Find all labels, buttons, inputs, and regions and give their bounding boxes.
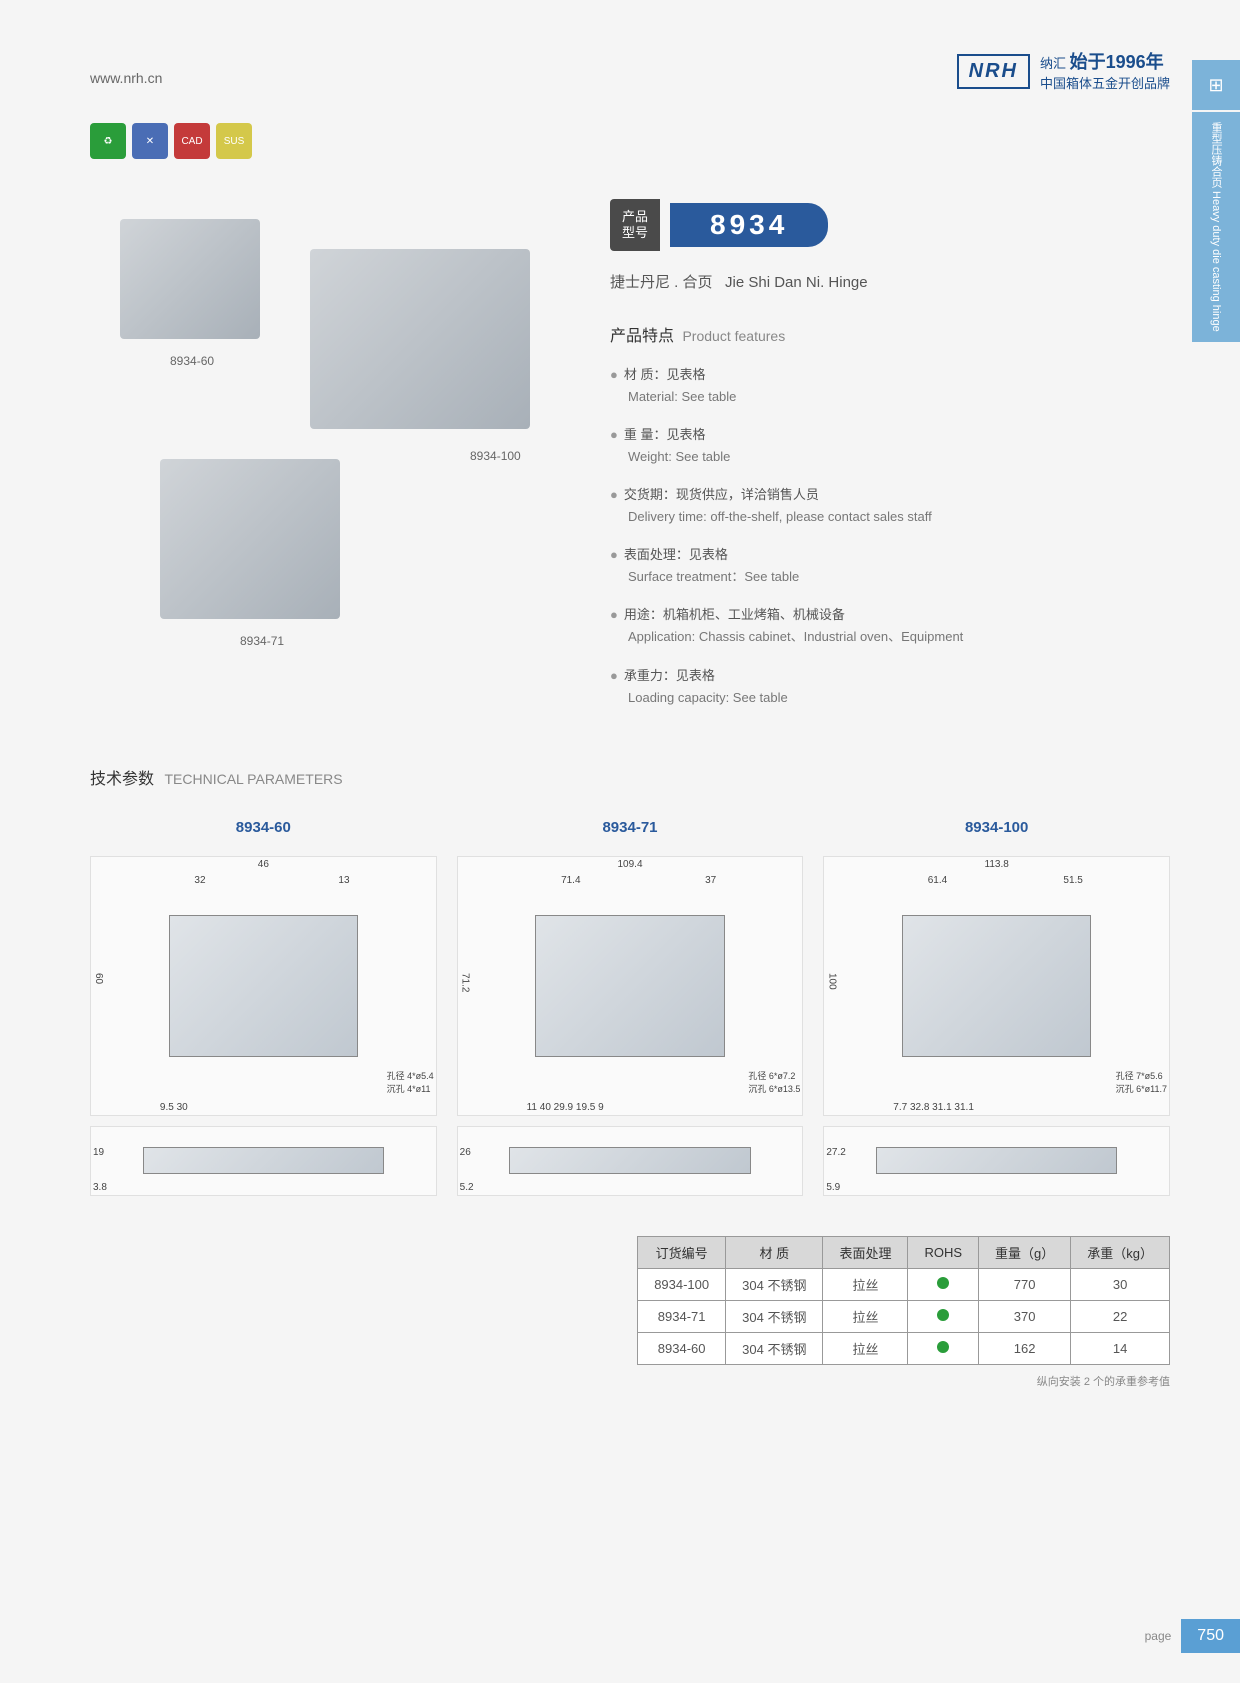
model-label: 产品 型号	[610, 199, 660, 250]
table-row: 8934-100304 不锈钢拉丝 77030	[638, 1268, 1170, 1300]
table-cell: 拉丝	[823, 1268, 908, 1300]
tech-title-en: TECHNICAL PARAMETERS	[164, 771, 342, 787]
table-cell: 304 不锈钢	[726, 1332, 823, 1364]
badge-tool-icon: ✕	[132, 123, 168, 159]
table-header: 承重（kg）	[1071, 1236, 1170, 1268]
feature-item: ●表面处理：见表格Surface treatment：See table	[610, 544, 1170, 588]
table-cell: 770	[979, 1268, 1071, 1300]
diagram-title: 8934-100	[823, 819, 1170, 836]
feature-item: ●交货期：现货供应，详洽销售人员Delivery time: off-the-s…	[610, 484, 1170, 528]
table-row: 8934-71304 不锈钢拉丝 37022	[638, 1300, 1170, 1332]
logo-text: 纳汇 始于1996年 中国箱体五金开创品牌	[1040, 50, 1170, 93]
table-cell: 14	[1071, 1332, 1170, 1364]
tech-title: 技术参数 TECHNICAL PARAMETERS	[90, 765, 1170, 789]
product-images: 8934-60 8934-100 8934-71	[90, 179, 570, 699]
table-cell: 拉丝	[823, 1300, 908, 1332]
table-cell	[908, 1332, 979, 1364]
hinge-image-100	[310, 249, 530, 429]
tech-params: 技术参数 TECHNICAL PARAMETERS 8934-60 46 32 …	[90, 765, 1170, 1389]
diagram-side: 26 5.2	[457, 1126, 804, 1196]
side-tab-icon[interactable]: ⊞	[1192, 60, 1240, 110]
features-title-cn: 产品特点	[610, 328, 674, 345]
table-cell: 304 不锈钢	[726, 1300, 823, 1332]
rohs-dot-icon	[937, 1309, 949, 1321]
table-cell: 8934-71	[638, 1300, 726, 1332]
feature-item: ●材 质：见表格Material: See table	[610, 364, 1170, 408]
product-name-en: Jie Shi Dan Ni. Hinge	[725, 274, 868, 291]
diagram-side: 19 3.8	[90, 1126, 437, 1196]
brand-cn: 纳汇	[1040, 56, 1066, 71]
table-cell: 8934-60	[638, 1332, 726, 1364]
feature-item: ●用途：机箱机柜、工业烤箱、机械设备Application: Chassis c…	[610, 604, 1170, 648]
page-label: page	[1145, 1629, 1172, 1643]
table-header: 重量（g）	[979, 1236, 1071, 1268]
table-note: 纵向安装 2 个的承重参考值	[637, 1373, 1170, 1389]
hinge-label-60: 8934-60	[170, 354, 214, 368]
table-header: 材 质	[726, 1236, 823, 1268]
table-cell: 8934-100	[638, 1268, 726, 1300]
product-info: 产品 型号 8934 捷士丹尼 . 合页 Jie Shi Dan Ni. Hin…	[610, 179, 1170, 724]
hinge-image-60	[120, 219, 260, 339]
badge-eco-icon: ♻	[90, 123, 126, 159]
table-row: 8934-60304 不锈钢拉丝 16214	[638, 1332, 1170, 1364]
product-name: 捷士丹尼 . 合页 Jie Shi Dan Ni. Hinge	[610, 271, 1170, 292]
badge-cad-icon: CAD	[174, 123, 210, 159]
table-cell	[908, 1300, 979, 1332]
diagram-title: 8934-71	[457, 819, 804, 836]
product-name-cn: 捷士丹尼 . 合页	[610, 274, 713, 291]
table-header: 表面处理	[823, 1236, 908, 1268]
page-footer: page 750	[1145, 1619, 1240, 1653]
hinge-label-71: 8934-71	[240, 634, 284, 648]
hinge-image-71	[160, 459, 340, 619]
model-number: 8934	[670, 203, 828, 247]
features-title: 产品特点 Product features	[610, 322, 1170, 346]
table-header: ROHS	[908, 1236, 979, 1268]
since-year: 始于1996年	[1070, 52, 1164, 72]
tech-title-cn: 技术参数	[90, 771, 154, 788]
diagram: 8934-71 109.4 71.4 37 71.2 孔径 6*ø7.2沉孔 6…	[457, 819, 804, 1196]
feature-item: ●承重力：见表格Loading capacity: See table	[610, 665, 1170, 709]
rohs-dot-icon	[937, 1341, 949, 1353]
table-cell: 22	[1071, 1300, 1170, 1332]
side-tab-category[interactable]: 重型压铸合页 Heavy duty die casting hinge	[1192, 112, 1240, 342]
hinge-label-100: 8934-100	[470, 449, 521, 463]
table-cell: 370	[979, 1300, 1071, 1332]
diagram-drawing: 109.4 71.4 37 71.2 孔径 6*ø7.2沉孔 6*ø13.5 1…	[457, 856, 804, 1116]
badge-sus-icon: SUS	[216, 123, 252, 159]
table-cell: 162	[979, 1332, 1071, 1364]
page-number: 750	[1181, 1619, 1240, 1653]
table-cell: 30	[1071, 1268, 1170, 1300]
side-tabs: ⊞ 重型压铸合页 Heavy duty die casting hinge	[1192, 60, 1240, 344]
diagram-drawing: 46 32 13 60 孔径 4*ø5.4沉孔 4*ø11 9.5 30	[90, 856, 437, 1116]
cert-badges: ♻ ✕ CAD SUS	[90, 123, 1170, 159]
diagram-title: 8934-60	[90, 819, 437, 836]
diagram-drawing: 113.8 61.4 51.5 100 孔径 7*ø5.6沉孔 6*ø11.7 …	[823, 856, 1170, 1116]
slogan: 中国箱体五金开创品牌	[1040, 75, 1170, 93]
nrh-logo: NRH	[957, 54, 1030, 89]
feature-item: ●重 量：见表格Weight: See table	[610, 424, 1170, 468]
spec-table: 订货编号材 质表面处理ROHS重量（g）承重（kg）8934-100304 不锈…	[637, 1236, 1170, 1365]
features-title-en: Product features	[682, 328, 785, 344]
spec-table-wrap: 订货编号材 质表面处理ROHS重量（g）承重（kg）8934-100304 不锈…	[90, 1236, 1170, 1389]
diagrams-row: 8934-60 46 32 13 60 孔径 4*ø5.4沉孔 4*ø11 9.…	[90, 819, 1170, 1196]
diagram: 8934-60 46 32 13 60 孔径 4*ø5.4沉孔 4*ø11 9.…	[90, 819, 437, 1196]
features-list: ●材 质：见表格Material: See table ●重 量：见表格Weigh…	[610, 364, 1170, 709]
table-cell: 304 不锈钢	[726, 1268, 823, 1300]
content-top: 8934-60 8934-100 8934-71 产品 型号 8934 捷士丹尼…	[90, 179, 1170, 724]
rohs-dot-icon	[937, 1277, 949, 1289]
logo-block: NRH 纳汇 始于1996年 中国箱体五金开创品牌	[957, 50, 1170, 93]
table-header: 订货编号	[638, 1236, 726, 1268]
model-row: 产品 型号 8934	[610, 199, 1170, 250]
diagram: 8934-100 113.8 61.4 51.5 100 孔径 7*ø5.6沉孔…	[823, 819, 1170, 1196]
page-header: www.nrh.cn NRH 纳汇 始于1996年 中国箱体五金开创品牌	[90, 50, 1170, 93]
table-cell	[908, 1268, 979, 1300]
diagram-side: 27.2 5.9	[823, 1126, 1170, 1196]
website-url[interactable]: www.nrh.cn	[90, 50, 162, 86]
table-cell: 拉丝	[823, 1332, 908, 1364]
